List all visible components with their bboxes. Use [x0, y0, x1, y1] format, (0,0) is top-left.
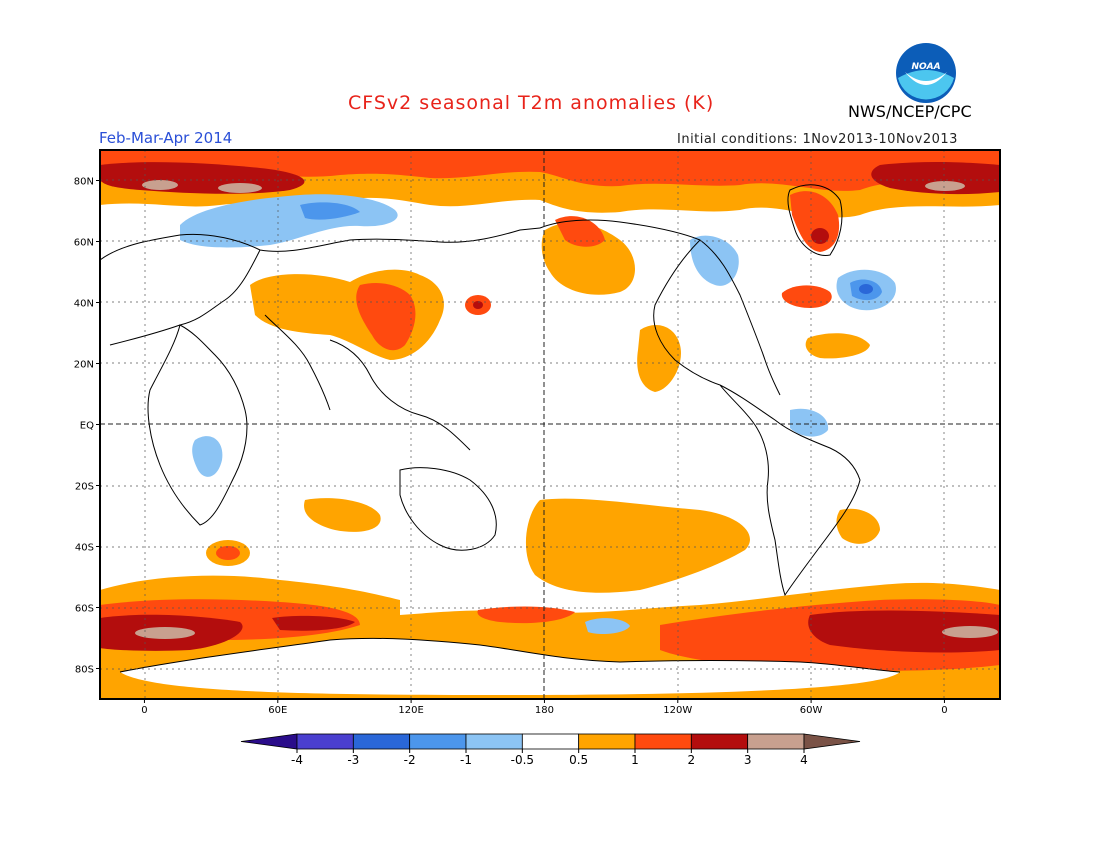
anomaly-southern-max-east [808, 610, 1000, 653]
colorbar-label: 1 [631, 753, 639, 767]
anomaly-arctic-max-east [871, 161, 1000, 195]
anomaly-southern-peak-west [135, 627, 195, 639]
lon-label: 0 [941, 705, 947, 716]
anomaly-africa-cold [192, 436, 223, 477]
colorbar-label: -4 [291, 753, 303, 767]
antarctica-neutral [120, 638, 900, 695]
colorbar-label: 2 [688, 753, 696, 767]
anomaly-japan-warm-core [473, 301, 483, 309]
lat-label: 60N [74, 238, 94, 249]
lat-label: 80S [75, 665, 94, 676]
anomaly-epacific-warm [637, 325, 681, 392]
lat-label: 20S [75, 482, 94, 493]
anomaly-arctic-strong [100, 150, 1000, 191]
lon-label: 60W [800, 705, 823, 716]
colorbar-min-arrow [240, 733, 298, 750]
anomaly-s-america-cold [790, 408, 829, 437]
anomaly-bering-warm [555, 216, 605, 247]
noaa-logo: NOAA [896, 43, 956, 103]
lon-label: 0 [141, 705, 147, 716]
lon-label: 180 [535, 705, 554, 716]
colorbar-label: -1 [460, 753, 472, 767]
anomaly-southern-cold [585, 618, 630, 634]
colorbar-swatch [634, 733, 692, 750]
colorbar-swatch [521, 733, 580, 750]
initial-conditions: Initial conditions: 1Nov2013-10Nov2013 [677, 132, 958, 147]
anomaly-n-atlantic-cold-peak [859, 284, 873, 294]
latitude-labels: 80N 60N 40N 20N EQ 20S 40S 60S 80S [74, 177, 100, 676]
anomaly-s-atlantic-warm [836, 508, 880, 544]
anomaly-china-warm [356, 283, 416, 351]
anomaly-southern-peak-east [942, 626, 998, 638]
anomaly-namerica-cold [690, 235, 739, 286]
anomaly-s-pacific-warm [525, 498, 750, 593]
colorbar-label: -3 [347, 753, 359, 767]
anomaly-subtropic-atlantic-warm [805, 333, 870, 359]
colorbar-label: -0.5 [511, 753, 534, 767]
organization-label: NWS/NCEP/CPC [848, 102, 972, 121]
lat-label: 80N [74, 177, 94, 188]
equator-dateline [100, 150, 1000, 699]
colorbar-swatch [747, 733, 805, 750]
lon-label: 120W [663, 705, 692, 716]
lon-label: 120E [398, 705, 423, 716]
anomaly-arctic-peak-1 [142, 180, 178, 190]
colorbar-swatch [690, 733, 749, 750]
anomaly-southern-max-mid [272, 615, 355, 631]
colorbar-label: 4 [800, 753, 808, 767]
longitude-labels: 0 60E 120E 180 120W 60W 0 [141, 699, 948, 716]
colorbar-max-arrow [803, 733, 861, 750]
colorbar-swatch [409, 733, 467, 750]
anomaly-siberia-cold-core [300, 202, 360, 220]
colorbar: -4 -3 -2 -1 -0.5 0.5 1 2 3 4 [240, 733, 861, 767]
lat-label: 40S [75, 543, 94, 554]
lat-label: 20N [74, 360, 94, 371]
anomaly-arctic-peak-2 [218, 183, 262, 193]
anomaly-ross-warm [477, 606, 575, 624]
anomaly-s-indian-warm [304, 498, 381, 532]
lat-label: 60S [75, 604, 94, 615]
colorbar-swatch [352, 733, 411, 750]
colorbar-swatch [465, 733, 523, 750]
graticule [100, 150, 1000, 699]
anomaly-s-africa-warm-core [216, 546, 240, 560]
lat-label: EQ [80, 421, 94, 432]
season-label: Feb-Mar-Apr 2014 [99, 129, 233, 147]
noaa-logo-text: NOAA [911, 62, 940, 72]
colorbar-label: -2 [404, 753, 416, 767]
anomaly-npacific-warm [541, 222, 635, 295]
chart-title: CFSv2 seasonal T2m anomalies (K) [348, 92, 715, 114]
anomaly-nw-atlantic-warm [781, 285, 832, 308]
colorbar-label: 0.5 [569, 753, 588, 767]
colorbar-label: 3 [744, 753, 752, 767]
lat-label: 40N [74, 299, 94, 310]
lon-label: 60E [268, 705, 287, 716]
anomaly-greenland-core [811, 228, 829, 244]
map-field [100, 150, 1000, 699]
colorbar-swatch [296, 733, 354, 750]
anomaly-arctic-peak-3 [925, 181, 965, 191]
colorbar-swatch [578, 733, 636, 750]
coastlines [100, 184, 901, 673]
